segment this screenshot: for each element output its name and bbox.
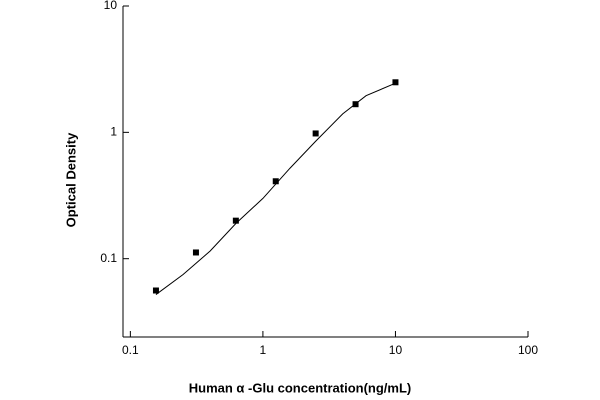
x-tick-label: 100 [518,343,538,357]
fit-curve [155,82,396,295]
data-point [272,178,279,185]
y-tick-label: 0.1 [100,251,117,265]
data-point [312,130,319,137]
x-tick-label: 1 [260,343,267,357]
x-axis-label: Human α -Glu concentration(ng/mL) [189,380,412,395]
x-tick-label: 0.1 [122,343,139,357]
x-tick-label: 10 [389,343,403,357]
y-axis-label: Optical Density [63,132,78,227]
data-point [392,79,399,86]
data-point [192,249,199,256]
y-tick-label: 1 [110,125,117,139]
data-point [152,287,159,294]
y-tick-label: 10 [104,0,118,12]
data-point [232,217,239,224]
